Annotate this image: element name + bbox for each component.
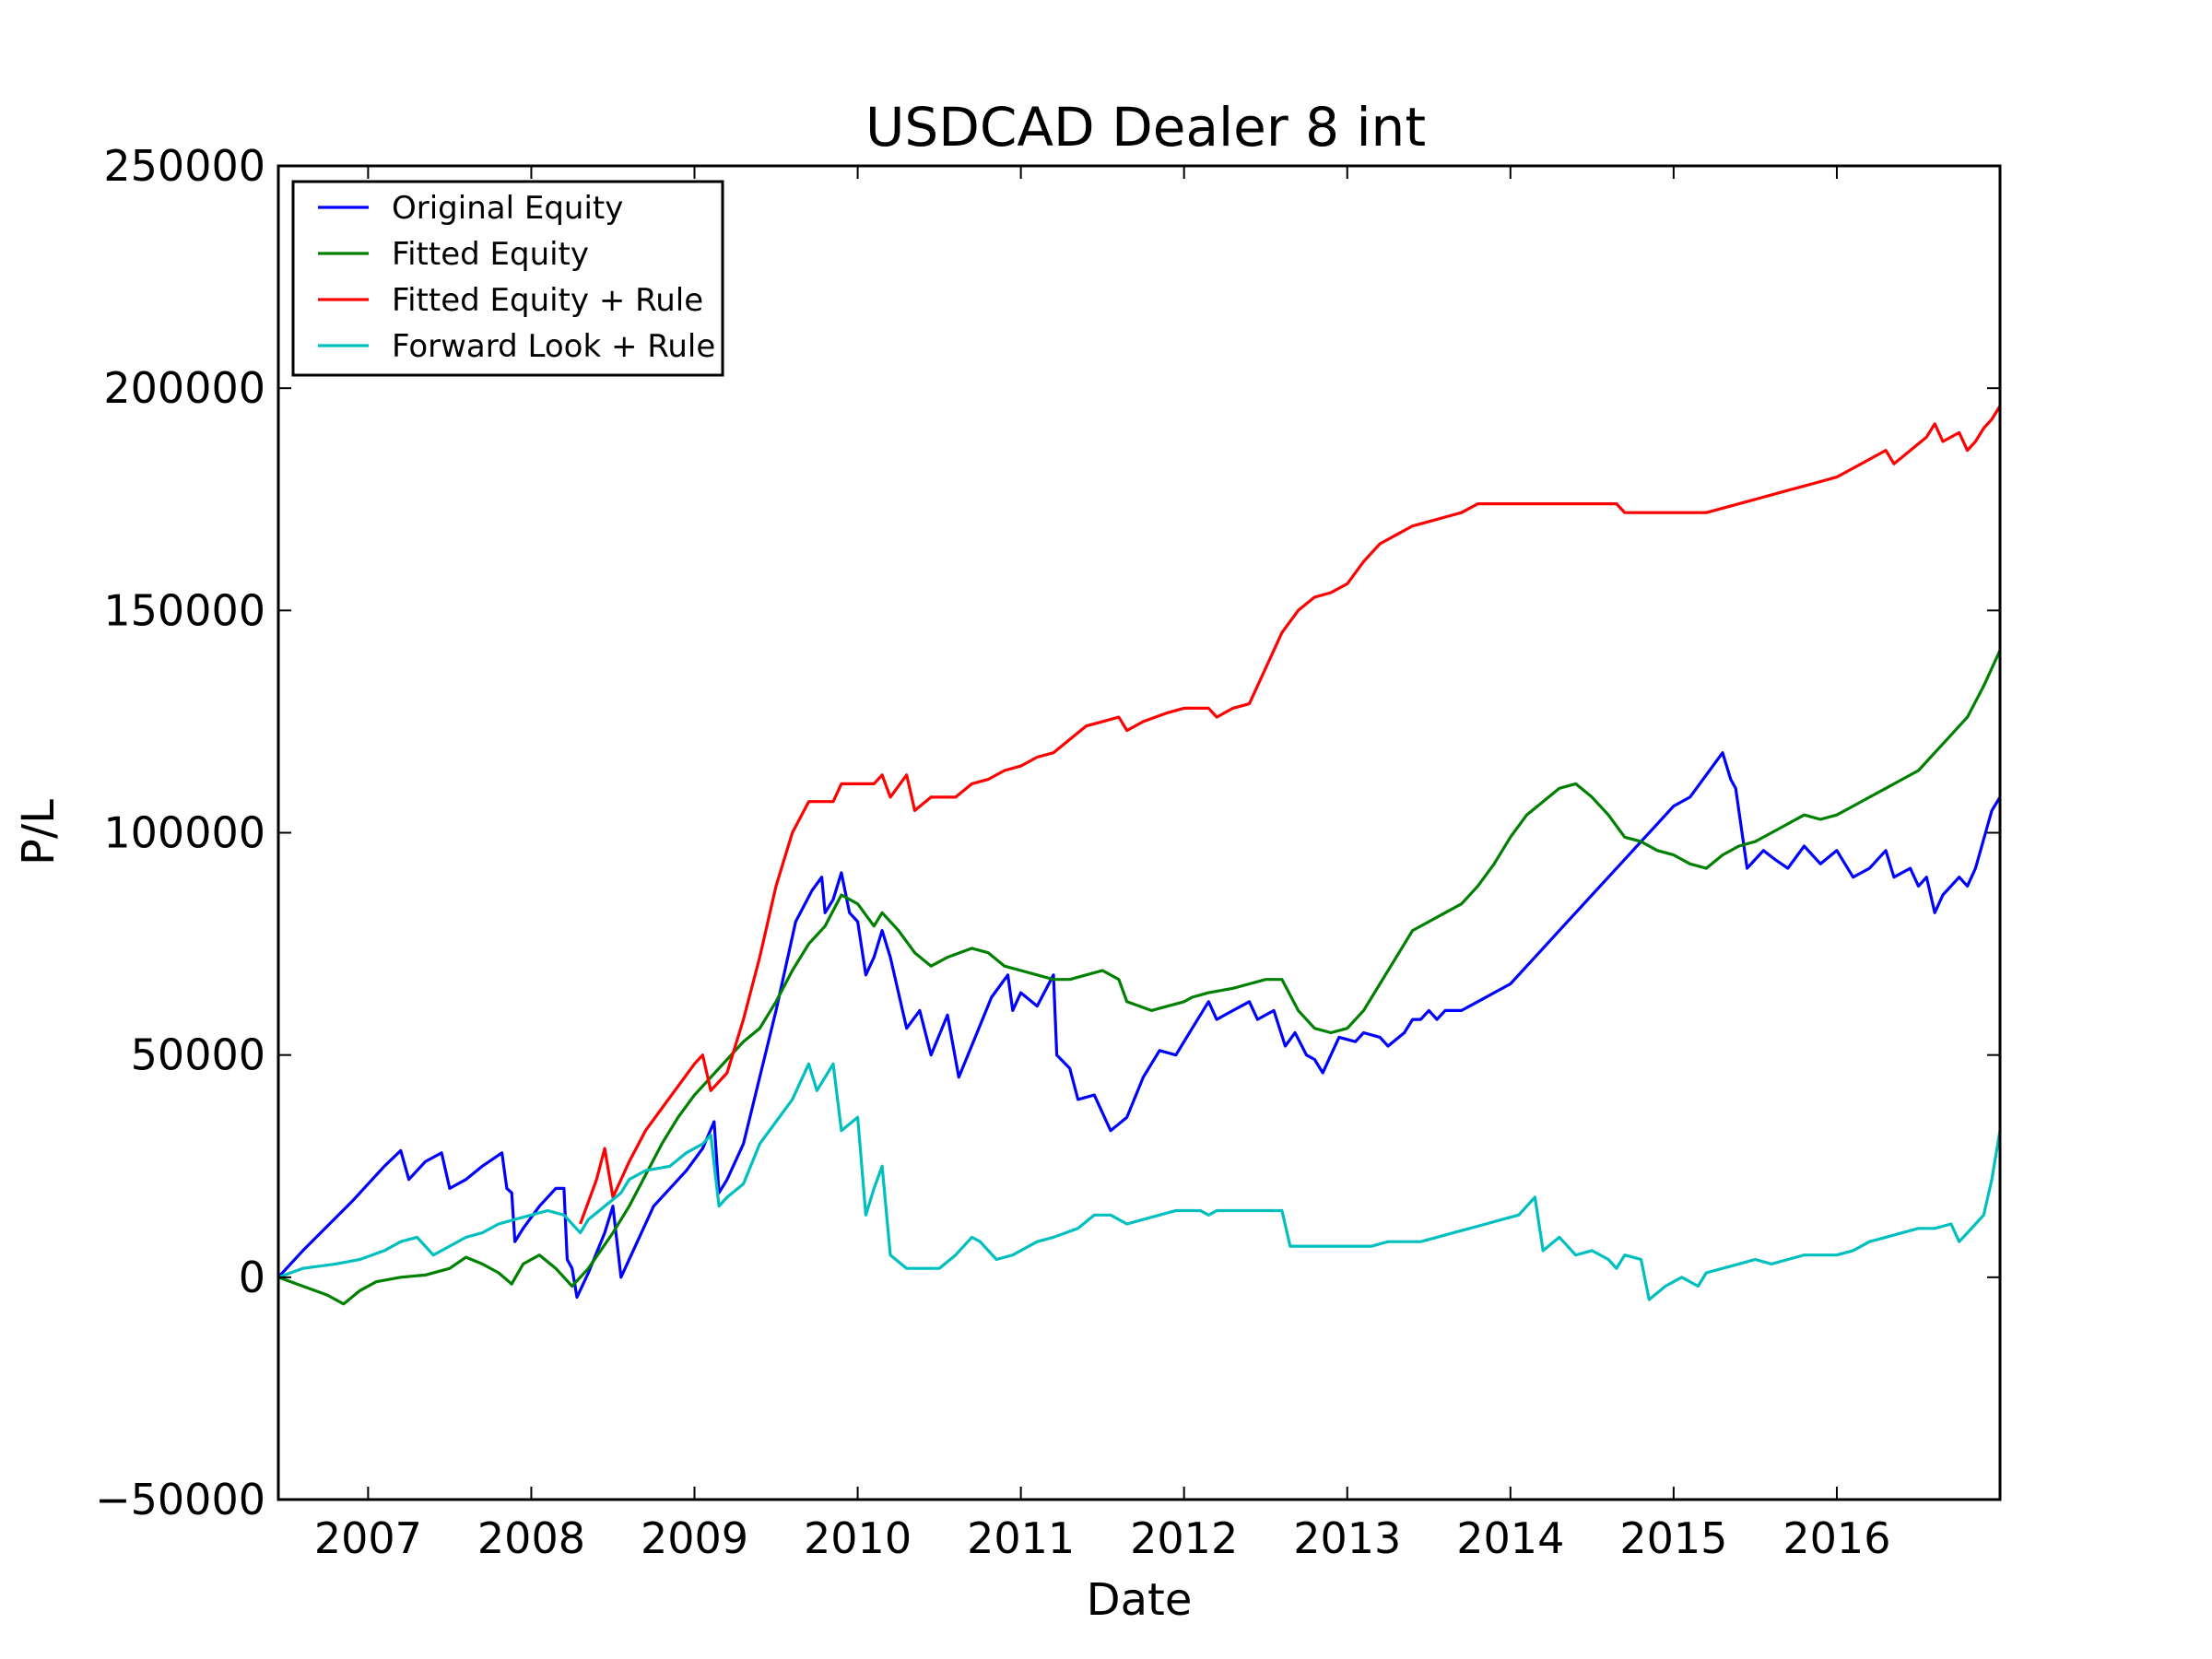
x-tick-label: 2013 bbox=[1293, 1513, 1401, 1563]
y-tick-label: 50000 bbox=[131, 1030, 265, 1080]
x-tick-label: 2016 bbox=[1783, 1513, 1890, 1563]
legend-label: Fitted Equity + Rule bbox=[392, 282, 703, 319]
series-line-fitted-equity-rule bbox=[579, 405, 2000, 1225]
x-tick-label: 2008 bbox=[477, 1513, 585, 1563]
series-layer bbox=[278, 405, 2000, 1306]
series-line-forward-look-rule bbox=[278, 1062, 2000, 1301]
x-tick-label: 2015 bbox=[1619, 1513, 1727, 1563]
series-line-fitted-equity bbox=[278, 650, 2000, 1306]
y-tick-label: 200000 bbox=[103, 363, 265, 413]
legend-label: Original Equity bbox=[392, 190, 623, 227]
y-tick-label: 250000 bbox=[103, 141, 265, 191]
y-axis-title: P/L bbox=[13, 799, 65, 865]
chart-title: USDCAD Dealer 8 int bbox=[865, 96, 1426, 159]
y-tick-label: 150000 bbox=[103, 585, 265, 635]
legend-box bbox=[291, 180, 724, 377]
legend-label: Forward Look + Rule bbox=[392, 328, 715, 365]
x-tick-label: 2012 bbox=[1130, 1513, 1238, 1563]
legend: Original Equity Fitted Equity Fitted Equit… bbox=[291, 180, 724, 377]
x-axis-title: Date bbox=[1087, 1574, 1193, 1626]
x-tick-label: 2011 bbox=[967, 1513, 1075, 1563]
x-tick-label: 2009 bbox=[641, 1513, 748, 1563]
y-tick-label: 0 bbox=[239, 1253, 265, 1302]
y-tick-label: 100000 bbox=[103, 808, 265, 858]
x-tick-label: 2010 bbox=[804, 1513, 912, 1563]
y-axis: −50000 0 50000 100000 150000 200000 250000 bbox=[95, 141, 2000, 1524]
x-tick-label: 2007 bbox=[314, 1513, 422, 1563]
x-axis: 2007 2008 2009 2010 2011 2012 2013 2014 2015 2016 bbox=[314, 166, 1890, 1563]
y-tick-label: −50000 bbox=[95, 1475, 265, 1524]
legend-label: Fitted Equity bbox=[392, 236, 589, 273]
x-tick-label: 2014 bbox=[1456, 1513, 1564, 1563]
